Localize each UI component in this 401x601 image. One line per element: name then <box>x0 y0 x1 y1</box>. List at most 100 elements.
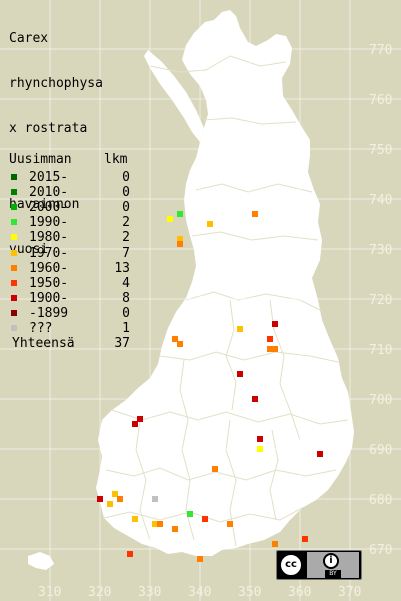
observation-point <box>237 371 243 377</box>
easting-labels: 310 320 330 340 350 360 370 <box>38 585 361 600</box>
legend-count: 0 <box>122 305 130 321</box>
observation-point <box>212 466 218 472</box>
observation-point <box>97 496 103 502</box>
easting-label: 360 <box>288 585 311 600</box>
cc-icon: cc <box>279 553 303 577</box>
northing-label: 740 <box>369 193 392 208</box>
legend-count-header: lkm <box>104 152 128 167</box>
legend-row: 1990- 2 <box>10 215 130 230</box>
northing-label: 770 <box>369 43 392 58</box>
legend-row: -1899 0 <box>10 306 130 321</box>
observation-point <box>317 451 323 457</box>
legend-swatch <box>11 189 17 196</box>
observation-point <box>197 556 203 562</box>
title-line: rhynchophysa <box>9 76 103 91</box>
northing-labels: 770 760 750 740 730 720 710 700 690 680 670 <box>369 43 392 558</box>
observation-point <box>177 211 183 217</box>
legend-total: Yhteensä 37 <box>12 336 130 351</box>
northing-label: 680 <box>369 493 392 508</box>
legend-row: 2015- 0 <box>10 170 130 185</box>
legend-period-label: 2010- <box>29 185 69 201</box>
observation-point <box>272 541 278 547</box>
observation-point <box>267 346 273 352</box>
legend-count: 2 <box>122 230 130 246</box>
total-label: Yhteensä <box>12 336 75 351</box>
legend-period-label: 1900- <box>29 290 69 306</box>
observation-point <box>252 396 258 402</box>
legend-period-label: 1960- <box>29 260 69 276</box>
cc-by-license-badge[interactable]: cc i BY <box>276 550 362 580</box>
observation-point <box>187 511 193 517</box>
legend-count: 13 <box>114 260 130 276</box>
legend-row: 1900- 8 <box>10 291 130 306</box>
legend-swatch <box>11 219 17 226</box>
title-line: x rostrata <box>9 121 88 136</box>
legend-swatch <box>11 294 17 301</box>
legend-swatch <box>11 325 17 331</box>
northing-label: 730 <box>369 243 392 258</box>
legend-period-label: 2000- <box>29 200 69 216</box>
finland-landmass <box>28 10 354 570</box>
observation-point <box>257 446 263 452</box>
total-count: 37 <box>114 336 130 351</box>
by-label: BY <box>325 570 341 578</box>
observation-point <box>302 536 308 542</box>
observation-point <box>272 321 278 327</box>
legend-row: 2000- 0 <box>10 200 130 215</box>
northing-label: 720 <box>369 293 392 308</box>
easting-label: 320 <box>88 585 111 600</box>
easting-label: 370 <box>338 585 361 600</box>
observation-point <box>237 326 243 332</box>
legend-period-label: 1950- <box>29 275 69 291</box>
legend-row: 2010- 0 <box>10 185 130 200</box>
aland-islands <box>28 552 54 570</box>
observation-point <box>202 516 208 522</box>
legend-swatch <box>11 174 17 180</box>
legend-row: 1960- 13 <box>10 261 130 276</box>
northing-label: 700 <box>369 393 392 408</box>
easting-label: 340 <box>188 585 211 600</box>
legend-period-label: 1980- <box>29 230 69 246</box>
observation-point <box>167 216 173 222</box>
by-area: i BY <box>307 552 359 578</box>
legend-swatch <box>11 279 17 286</box>
observation-point <box>227 521 233 527</box>
easting-label: 310 <box>38 585 61 600</box>
northing-label: 710 <box>369 343 392 358</box>
legend-row: ??? 1 <box>10 321 130 336</box>
observation-point <box>152 521 158 527</box>
legend-swatch <box>11 249 17 256</box>
observation-point <box>252 211 258 217</box>
observation-points <box>97 211 323 562</box>
legend-header-line: vuosi <box>9 242 49 257</box>
legend-period-label: 1990- <box>29 215 69 231</box>
legend-count: 1 <box>122 321 130 336</box>
legend-swatch <box>11 234 17 241</box>
northing-label: 750 <box>369 143 392 158</box>
observation-point <box>177 341 183 347</box>
northing-label: 690 <box>369 443 392 458</box>
legend-count: 0 <box>122 185 130 201</box>
northing-label: 760 <box>369 93 392 108</box>
legend-row: 1980- 2 <box>10 230 130 245</box>
lapland-arm <box>144 50 204 142</box>
legend-count: 0 <box>122 170 130 185</box>
observation-point <box>177 241 183 247</box>
title-line: Carex <box>9 31 49 46</box>
observation-point <box>152 496 158 502</box>
observation-point <box>172 526 178 532</box>
easting-label: 350 <box>238 585 261 600</box>
observation-point <box>172 336 178 342</box>
legend-period-label: ??? <box>29 321 53 336</box>
legend-count: 4 <box>122 275 130 291</box>
legend-period-label: -1899 <box>29 305 69 321</box>
legend-row: 1970- 7 <box>10 246 130 261</box>
legend-period-label: 2015- <box>29 170 69 185</box>
observation-point <box>132 421 138 427</box>
legend-header-line: Uusimman <box>9 152 72 167</box>
attribution-person-icon: i <box>323 553 339 569</box>
observation-point <box>107 501 113 507</box>
legend-count: 8 <box>122 290 130 306</box>
